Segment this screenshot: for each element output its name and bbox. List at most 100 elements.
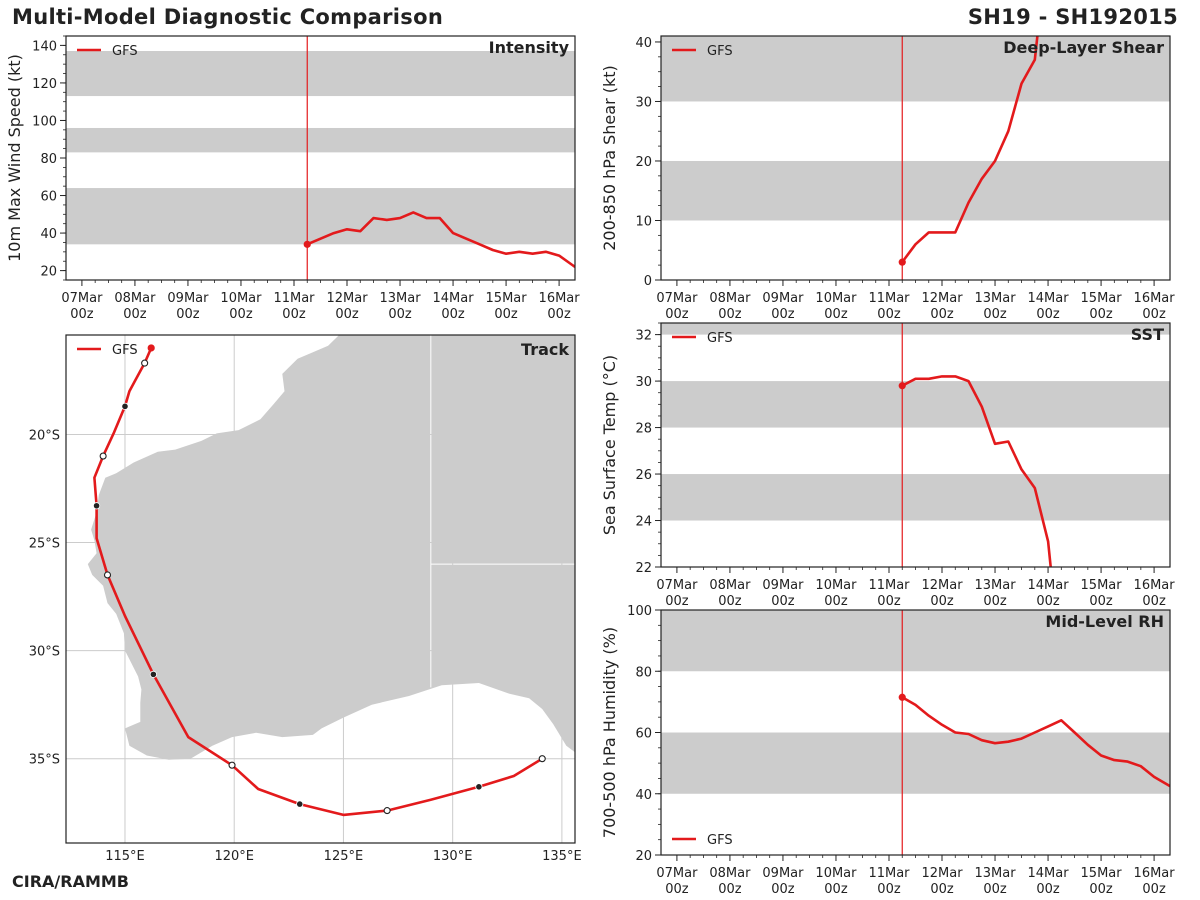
intensity-xtick-label: 16Mar 00z xyxy=(539,291,581,322)
intensity-ytick-label: 40 xyxy=(40,227,57,242)
shear-xtick-label: 11Mar 00z xyxy=(868,291,910,322)
sst-xtick-label: 15Mar 00z xyxy=(1081,578,1123,609)
rh-legend-label: GFS xyxy=(707,833,733,848)
sst-xtick-label: 07Mar 00z xyxy=(656,578,698,609)
sst-band-0 xyxy=(661,474,1170,521)
sst-series-line xyxy=(901,375,1052,567)
track-ytick-label: 25°S xyxy=(29,537,60,552)
track-point-open xyxy=(103,571,112,579)
track-xtick-label: 125°E xyxy=(324,849,364,864)
sst-xtick-label: 09Mar 00z xyxy=(762,578,804,609)
rh-xtick-label: 08Mar 00z xyxy=(709,866,751,897)
rh-xtick-label: 16Mar 00z xyxy=(1134,866,1176,897)
rh-xtick-label: 10Mar 00z xyxy=(815,866,857,897)
shear-xtick-label: 14Mar 00z xyxy=(1028,291,1070,322)
intensity-series-line xyxy=(306,211,575,268)
shear-xtick-label: 10Mar 00z xyxy=(815,291,857,322)
rh-band-0 xyxy=(661,732,1170,794)
sst-ytick-label: 22 xyxy=(635,561,652,576)
shear-ylabel: 200-850 hPa Shear (kt) xyxy=(600,65,619,251)
track-title: Track xyxy=(521,340,569,359)
shear-xtick-label: 08Mar 00z xyxy=(709,291,751,322)
rh-frame xyxy=(660,609,1171,856)
track-ytick-label: 35°S xyxy=(29,753,60,768)
shear-ytick-label: 0 xyxy=(644,274,652,289)
shear-xtick-label: 09Mar 00z xyxy=(762,291,804,322)
shear-ytick-label: 10 xyxy=(635,214,652,229)
intensity-ylabel: 10m Max Wind Speed (kt) xyxy=(5,54,24,262)
sst-xtick-label: 14Mar 00z xyxy=(1028,578,1070,609)
rh-panel: 20 40 60 80 100 07Mar 00z 08Mar 00z 09Mar 00z 10Mar… xyxy=(600,604,1175,897)
rh-xtick-label: 07Mar 00z xyxy=(656,866,698,897)
sst-title: SST xyxy=(1131,325,1164,344)
rh-band-1 xyxy=(661,610,1170,672)
shear-ytick-label: 30 xyxy=(635,95,652,110)
shear-panel: 0 10 20 30 40 07Mar 00z 08Mar 00z 09Mar 00z 10Mar 00… xyxy=(600,35,1176,322)
track-point-filled xyxy=(149,670,157,678)
shear-xtick-label: 15Mar 00z xyxy=(1081,291,1123,322)
track-point-open xyxy=(99,452,107,460)
rh-xtick-label: 09Mar 00z xyxy=(762,866,804,897)
track-xtick-label: 130°E xyxy=(433,849,473,864)
track-ytick-label: 20°S xyxy=(29,428,60,443)
intensity-ytick-label: 100 xyxy=(32,114,57,129)
shear-title: Deep-Layer Shear xyxy=(1003,38,1164,57)
intensity-ytick-label: 80 xyxy=(40,152,57,167)
intensity-xtick-label: 09Mar 00z xyxy=(167,291,209,322)
intensity-xtick-label: 11Mar 00z xyxy=(273,291,315,322)
intensity-xtick-label: 12Mar 00z xyxy=(326,291,368,322)
intensity-xtick-label: 10Mar 00z xyxy=(220,291,262,322)
rh-xtick-label: 14Mar 00z xyxy=(1028,866,1070,897)
intensity-xtick-label: 08Mar 00z xyxy=(114,291,156,322)
track-point-open xyxy=(383,807,391,815)
intensity-panel: 20 40 60 80 100 120 140 07Mar 00z 08Mar 00z 09Mar 00… xyxy=(5,35,581,322)
sst-start-point xyxy=(898,382,906,390)
shear-ytick-label: 40 xyxy=(635,36,652,51)
rh-series-line xyxy=(901,696,1170,788)
sst-xtick-label: 16Mar 00z xyxy=(1134,578,1176,609)
shear-series-line xyxy=(901,36,1039,263)
track-point-filled xyxy=(121,402,129,410)
intensity-title: Intensity xyxy=(489,38,570,57)
shear-xtick-label: 16Mar 00z xyxy=(1134,291,1176,322)
shear-xtick-label: 07Mar 00z xyxy=(656,291,698,322)
shear-band-1 xyxy=(661,36,1170,102)
sst-ytick-label: 30 xyxy=(635,375,652,390)
track-point-open xyxy=(538,755,546,763)
rh-xtick-label: 12Mar 00z xyxy=(921,866,963,897)
intensity-ytick-label: 20 xyxy=(40,265,57,280)
rh-ytick-label: 80 xyxy=(635,665,652,680)
track-point-filled xyxy=(296,800,304,808)
intensity-frame xyxy=(65,35,576,281)
sst-panel: 22 24 26 28 30 32 07Mar 00z 08Mar 00z 09Mar 00z 10Ma… xyxy=(600,322,1176,609)
intensity-start-point xyxy=(303,240,311,248)
sst-band-1 xyxy=(661,381,1170,428)
sst-xtick-label: 12Mar 00z xyxy=(921,578,963,609)
shear-start-point xyxy=(898,258,906,266)
intensity-band-0 xyxy=(66,188,575,245)
intensity-ytick-label: 140 xyxy=(32,39,57,54)
shear-ytick-label: 20 xyxy=(635,155,652,170)
sst-xtick-label: 08Mar 00z xyxy=(709,578,751,609)
land-australia xyxy=(87,335,575,760)
intensity-ytick-label: 120 xyxy=(32,77,57,92)
track-legend-label: GFS xyxy=(112,343,138,358)
track-start-point xyxy=(147,344,155,352)
rh-ytick-label: 60 xyxy=(635,727,652,742)
sst-ytick-label: 32 xyxy=(635,329,652,344)
track-panel: 115°E 120°E 125°E 130°E 135°E 20°S 25°S 30°S 35°… xyxy=(29,334,582,864)
rh-start-point xyxy=(898,693,906,701)
shear-band-0 xyxy=(661,160,1170,221)
shear-legend-label: GFS xyxy=(707,44,733,59)
track-point-filled xyxy=(92,502,101,510)
intensity-legend-label: GFS xyxy=(112,44,138,59)
rh-ytick-label: 20 xyxy=(635,849,652,864)
intensity-xtick-label: 07Mar 00z xyxy=(61,291,103,322)
sst-ytick-label: 26 xyxy=(635,468,652,483)
intensity-xtick-label: 15Mar 00z xyxy=(486,291,528,322)
track-point-filled xyxy=(475,783,483,791)
rh-title: Mid-Level RH xyxy=(1045,612,1164,631)
page-title: Multi-Model Diagnostic Comparison xyxy=(12,5,444,29)
storm-id: SH19 - SH192015 xyxy=(967,5,1178,29)
